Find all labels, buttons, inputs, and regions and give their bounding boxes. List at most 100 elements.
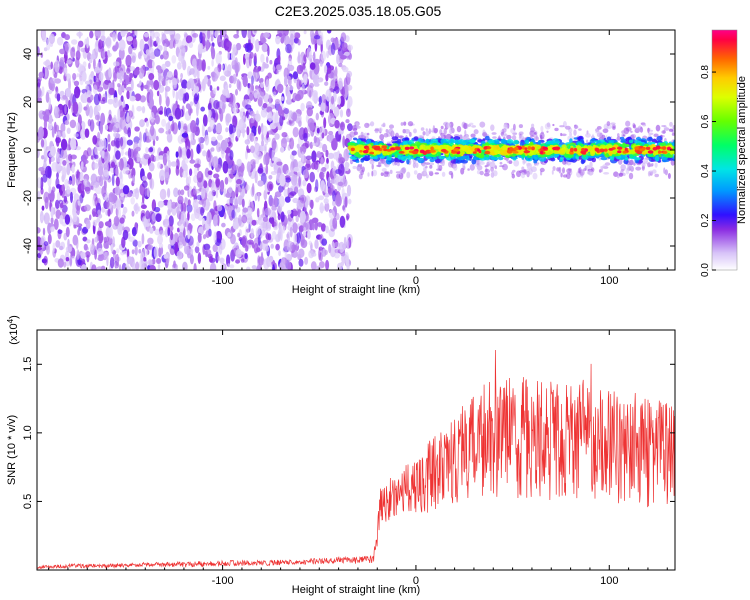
- heatmap-halo-cell: [399, 170, 402, 175]
- heatmap-noise-cell: [315, 265, 322, 270]
- heatmap-noise-cell: [299, 194, 307, 204]
- heatmap-band-cell: [503, 149, 508, 155]
- heatmap-halo-cell: [361, 166, 365, 173]
- heatmap-noise-cell: [74, 146, 82, 151]
- heatmap-noise-cell: [327, 152, 335, 159]
- heatmap-noise-cell: [86, 36, 90, 49]
- heatmap-noise-cell: [296, 79, 302, 90]
- heatmap-noise-cell: [63, 43, 69, 56]
- heatmap-halo-cell: [370, 121, 375, 127]
- heatmap-noise-cell: [98, 162, 104, 176]
- heatmap-noise-cell: [170, 34, 175, 41]
- heatmap-halo-cell: [602, 164, 608, 169]
- heatmap-noise-cell: [283, 189, 289, 198]
- heatmap-noise-cell: [135, 261, 140, 270]
- heatmap-noise-cell: [321, 94, 326, 103]
- heatmap-noise-cell: [156, 37, 161, 46]
- heatmap-noise-cell: [50, 217, 54, 224]
- heatmap-noise-cell: [59, 202, 64, 209]
- heatmap-noise-cell: [275, 35, 281, 45]
- heatmap-noise-cell: [48, 185, 52, 194]
- heatmap-band-cell: [624, 156, 629, 161]
- heatmap-band-cell: [537, 140, 541, 146]
- heatmap-noise-cell: [248, 92, 254, 102]
- heatmap-halo-cell: [595, 131, 601, 134]
- heatmap-noise-cell: [88, 62, 91, 69]
- heatmap-noise-cell: [150, 154, 155, 162]
- heatmap-noise-cell: [73, 80, 80, 87]
- heatmap-noise-cell: [232, 221, 239, 230]
- heatmap-halo-cell: [540, 134, 543, 140]
- heatmap-noise-cell: [61, 184, 66, 192]
- heatmap-noise-cell: [143, 153, 150, 160]
- heatmap-noise-cell: [246, 161, 252, 173]
- heatmap-halo-cell: [525, 168, 530, 172]
- heatmap-noise-cell: [96, 266, 103, 270]
- heatmap-noise-cell: [232, 44, 237, 54]
- heatmap-noise-cell: [296, 143, 300, 149]
- heatmap-noise-cell: [228, 186, 233, 194]
- heatmap-noise-cell: [72, 101, 79, 115]
- heatmap-halo-cell: [602, 128, 609, 134]
- heatmap-noise-cell: [196, 241, 200, 248]
- heatmap-noise-cell: [249, 110, 255, 117]
- heatmap-band-cell: [561, 144, 567, 150]
- heatmap-band-cell: [435, 158, 441, 164]
- heatmap-noise-cell: [231, 209, 236, 219]
- heatmap-noise-cell: [210, 34, 214, 42]
- heatmap-halo-cell: [668, 128, 674, 132]
- heatmap-noise-cell: [142, 132, 147, 143]
- heatmap-noise-cell: [189, 68, 195, 75]
- heatmap-noise-cell: [292, 210, 299, 217]
- heatmap-band-cell: [472, 156, 480, 161]
- heatmap-noise-cell: [332, 199, 337, 207]
- heatmap-noise-cell: [104, 124, 109, 131]
- heatmap-noise-cell: [126, 139, 133, 146]
- heatmap-noise-cell: [160, 192, 164, 197]
- heatmap-noise-cell: [70, 154, 77, 160]
- heatmap-noise-cell: [166, 133, 173, 143]
- heatmap-noise-cell: [122, 210, 126, 216]
- heatmap-noise-cell: [255, 267, 259, 270]
- heatmap-noise-cell: [37, 227, 41, 234]
- heatmap-noise-cell: [225, 192, 232, 198]
- heatmap-noise-cell: [187, 199, 191, 206]
- heatmap-noise-cell: [94, 146, 98, 155]
- heatmap-noise-cell: [143, 257, 147, 262]
- heatmap-noise-cell: [89, 243, 95, 251]
- heatmap-halo-cell: [415, 162, 419, 169]
- heatmap-noise-cell: [241, 30, 247, 39]
- heatmap-noise-cell: [52, 242, 56, 253]
- heatmap-noise-cell: [56, 36, 64, 46]
- heatmap-halo-cell: [506, 134, 512, 140]
- heatmap-halo-cell: [540, 125, 544, 132]
- heatmap-noise-cell: [251, 265, 257, 270]
- heatmap-noise-cell: [96, 217, 101, 223]
- heatmap-band-cell: [651, 138, 658, 143]
- heatmap-noise-cell: [96, 247, 104, 256]
- heatmap-noise-cell: [197, 232, 202, 243]
- heatmap-halo-cell: [479, 121, 486, 128]
- heatmap-noise-cell: [316, 222, 323, 227]
- heatmap-noise-cell: [182, 202, 187, 214]
- heatmap-noise-cell: [100, 99, 106, 104]
- heatmap-noise-cell: [297, 39, 301, 46]
- heatmap-noise-cell: [165, 122, 171, 132]
- heatmap-halo-cell: [518, 134, 525, 142]
- heatmap-noise-cell: [120, 203, 124, 208]
- heatmap-noise-cell: [217, 244, 220, 254]
- heatmap-noise-cell: [194, 246, 200, 254]
- heatmap-noise-cell: [181, 171, 188, 178]
- heatmap-noise-cell: [201, 123, 205, 137]
- heatmap-noise-cell: [193, 163, 201, 168]
- heatmap-noise-cell: [213, 200, 217, 211]
- heatmap-noise-cell: [278, 195, 285, 208]
- heatmap-noise-cell: [91, 264, 97, 270]
- heatmap-noise-cell: [335, 194, 342, 207]
- heatmap-halo-cell: [469, 164, 475, 171]
- heatmap-noise-cell: [213, 87, 217, 95]
- heatmap-noise-cell: [56, 172, 59, 179]
- heatmap-halo-cell: [425, 130, 430, 137]
- heatmap-noise-cell: [50, 61, 53, 70]
